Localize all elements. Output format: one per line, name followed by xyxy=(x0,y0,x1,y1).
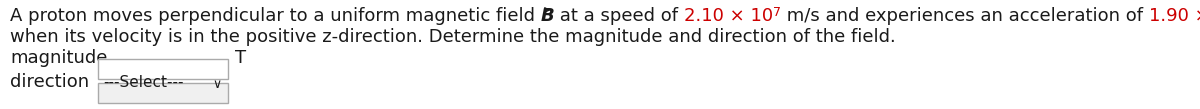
Bar xyxy=(98,59,228,79)
Text: T: T xyxy=(235,49,246,67)
Text: A proton moves perpendicular to a uniform magnetic field: A proton moves perpendicular to a unifor… xyxy=(10,7,541,25)
Text: ---Select---: ---Select--- xyxy=(103,75,184,90)
Bar xyxy=(98,83,228,103)
Text: 2.10 × 10: 2.10 × 10 xyxy=(684,7,773,25)
Text: 1.90 × 10: 1.90 × 10 xyxy=(1150,7,1200,25)
Text: ∨: ∨ xyxy=(212,78,221,91)
Text: B: B xyxy=(541,7,554,25)
Text: direction: direction xyxy=(10,73,89,91)
Text: at a speed of: at a speed of xyxy=(554,7,684,25)
Text: magnitude: magnitude xyxy=(10,49,107,67)
Text: m/s and experiences an acceleration of: m/s and experiences an acceleration of xyxy=(781,7,1150,25)
Text: 7: 7 xyxy=(773,6,781,19)
Text: when its velocity is in the positive z-direction. Determine the magnitude and di: when its velocity is in the positive z-d… xyxy=(10,28,895,46)
